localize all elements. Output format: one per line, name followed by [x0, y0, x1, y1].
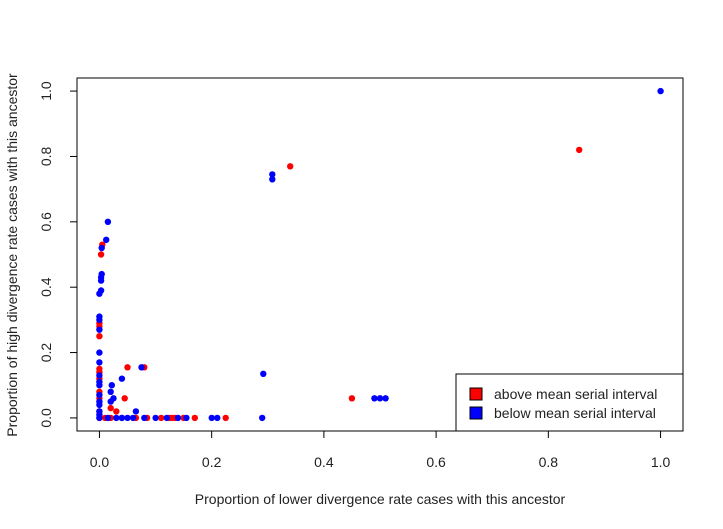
x-tick-label: 1.0 — [651, 454, 671, 470]
data-point — [576, 146, 583, 154]
data-point — [376, 395, 384, 402]
data-point — [124, 414, 131, 422]
data-point — [163, 414, 170, 422]
data-point — [96, 359, 103, 366]
data-point — [208, 414, 215, 422]
legend-label-below: below mean serial interval — [494, 405, 656, 421]
x-tick-label: 0.2 — [202, 454, 222, 470]
data-point — [107, 404, 114, 412]
y-axis: 0.0 0.2 0.4 0.6 0.8 1.0 — [38, 81, 78, 428]
x-tick-label: 0.6 — [426, 454, 446, 470]
data-point — [110, 395, 117, 402]
data-point — [98, 244, 105, 252]
legend-label-above: above mean serial interval — [494, 386, 657, 402]
data-point — [97, 251, 105, 258]
data-point — [158, 414, 165, 422]
data-point — [118, 414, 126, 422]
data-point — [104, 218, 112, 225]
data-point — [96, 349, 103, 356]
data-point — [96, 313, 103, 320]
data-point — [183, 414, 190, 422]
legend-box — [455, 373, 684, 432]
data-point — [121, 395, 128, 402]
data-point — [96, 372, 103, 379]
data-point — [96, 408, 103, 415]
data-point — [97, 287, 105, 294]
data-point — [191, 414, 198, 422]
data-point — [382, 395, 389, 402]
data-point — [259, 414, 266, 422]
data-point — [657, 87, 664, 95]
data-point — [96, 391, 103, 399]
data-point — [118, 375, 126, 382]
data-points — [96, 87, 664, 422]
x-tick-label: 0.4 — [314, 454, 334, 470]
data-point — [108, 382, 116, 389]
x-tick-label: 0.8 — [539, 454, 559, 470]
data-point — [96, 326, 103, 333]
data-point — [152, 414, 159, 422]
data-point — [103, 236, 110, 243]
data-point — [96, 378, 103, 386]
data-point — [96, 333, 103, 340]
y-tick-label: 0.8 — [38, 147, 54, 167]
data-point — [269, 171, 276, 178]
y-tick-label: 1.0 — [38, 81, 54, 101]
data-point — [124, 364, 131, 371]
data-point — [138, 364, 145, 371]
data-point — [98, 270, 105, 278]
data-point — [96, 398, 103, 405]
y-axis-label: Proportion of high divergence rate cases… — [4, 73, 20, 437]
data-point — [129, 414, 137, 422]
data-point — [96, 365, 103, 373]
y-tick-label: 0.2 — [38, 343, 54, 363]
data-point — [113, 414, 120, 422]
x-tick-label: 0.0 — [90, 454, 110, 470]
data-point — [107, 388, 114, 395]
data-point — [260, 370, 267, 377]
data-point — [222, 414, 229, 422]
data-point — [287, 163, 294, 170]
legend-swatch-below — [469, 406, 483, 420]
x-axis-label: Proportion of lower divergence rate case… — [195, 491, 566, 507]
legend-swatch-above — [469, 387, 483, 401]
data-point — [132, 408, 140, 415]
data-point — [348, 395, 356, 402]
data-point — [214, 414, 221, 422]
legend: above mean serial interval below mean se… — [455, 373, 684, 432]
data-point — [141, 414, 148, 422]
x-axis: 0.0 0.2 0.4 0.6 0.8 1.0 — [90, 430, 671, 470]
data-point — [371, 395, 378, 402]
data-point — [269, 176, 276, 183]
data-point — [104, 414, 112, 422]
y-tick-label: 0.6 — [38, 212, 54, 232]
data-point — [113, 408, 120, 415]
series-below — [96, 87, 664, 422]
data-point — [174, 414, 182, 422]
y-tick-label: 0.4 — [38, 277, 54, 297]
y-tick-label: 0.0 — [38, 408, 54, 428]
